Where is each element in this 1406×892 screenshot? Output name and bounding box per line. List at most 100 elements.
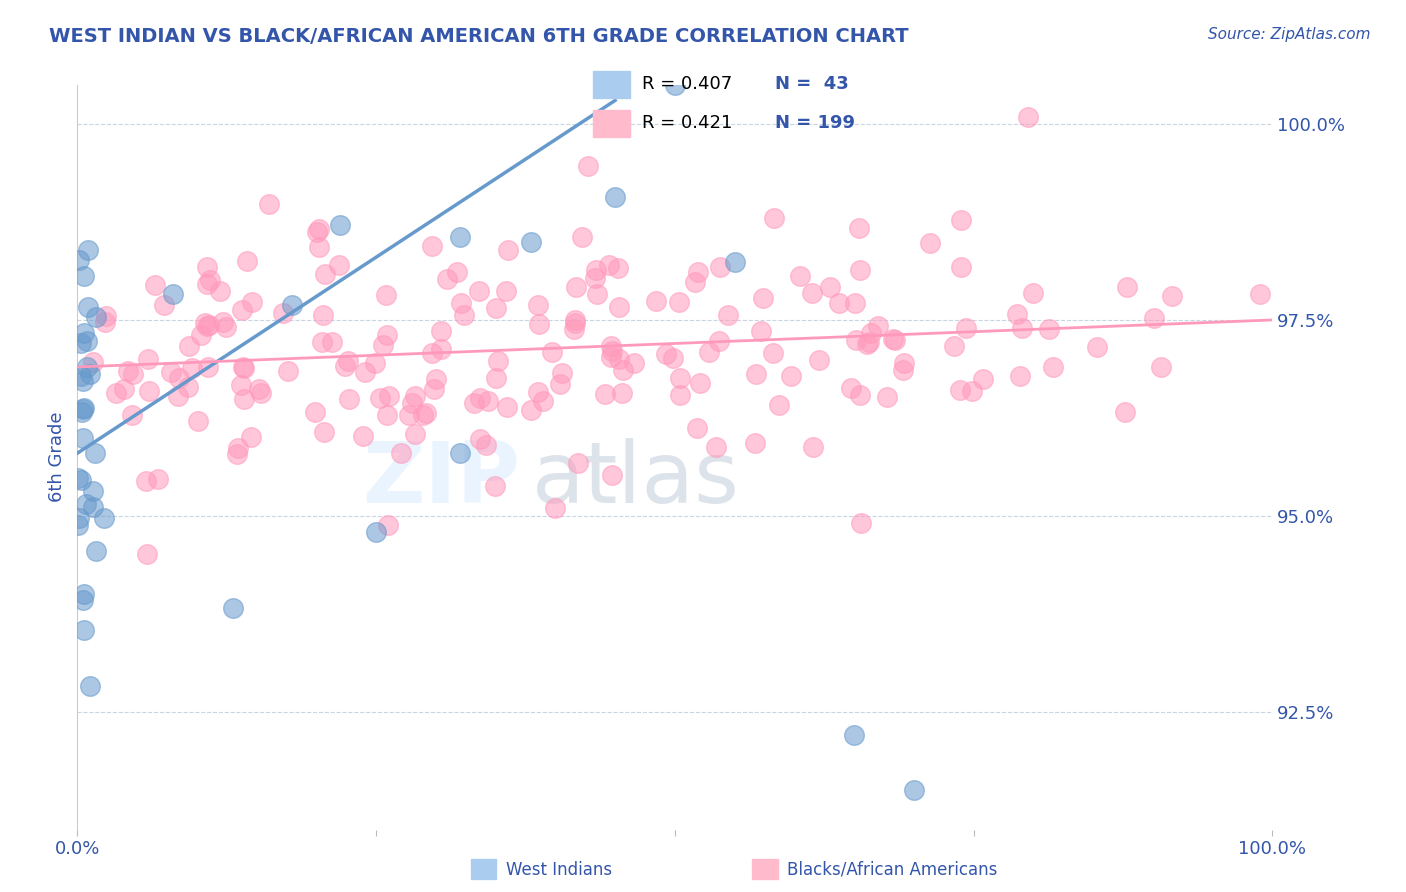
Text: ZIP: ZIP (361, 438, 520, 521)
Point (374, 288, 396, 302)
Point (169, 371, 191, 385)
Text: N = 199: N = 199 (775, 114, 855, 132)
Point (333, 359, 356, 374)
Point (72, 593, 94, 607)
Point (84, 544, 107, 558)
Point (226, 441, 249, 455)
Point (281, 298, 304, 312)
Point (195, 260, 218, 275)
Bar (593, 71, 630, 98)
Point (231, 378, 253, 392)
Text: Source: ZipAtlas.com: Source: ZipAtlas.com (1208, 27, 1371, 42)
Point (526, 298, 548, 312)
Point (683, 275, 706, 289)
Point (463, 396, 485, 410)
Point (67, 511, 90, 525)
Point (352, 429, 374, 443)
Point (449, 230, 471, 244)
Point (1150, 360, 1173, 375)
Point (93, 315, 115, 329)
Point (79, 367, 101, 381)
Point (669, 387, 692, 401)
Point (72, 401, 94, 415)
Point (893, 356, 915, 370)
Point (187, 414, 209, 428)
Point (72, 432, 94, 446)
Point (468, 284, 491, 298)
Point (180, 361, 202, 376)
Text: WEST INDIAN VS BLACK/AFRICAN AMERICAN 6TH GRADE CORRELATION CHART: WEST INDIAN VS BLACK/AFRICAN AMERICAN 6T… (49, 27, 908, 45)
Point (495, 284, 517, 298)
Point (470, 432, 492, 446)
Point (807, 352, 830, 367)
Point (858, 334, 880, 349)
Point (215, 319, 238, 334)
Point (709, 260, 731, 274)
Point (77, 300, 100, 314)
Point (82, 355, 104, 369)
Point (876, 390, 898, 404)
Point (605, 190, 627, 204)
Point (121, 409, 143, 423)
Point (398, 409, 420, 423)
Point (1249, 287, 1271, 301)
Point (849, 516, 872, 530)
Point (198, 272, 221, 286)
Point (70, 405, 93, 419)
Point (146, 472, 169, 486)
Point (190, 327, 212, 342)
Point (609, 351, 631, 366)
Point (844, 296, 866, 310)
Point (312, 308, 335, 322)
Point (717, 308, 740, 322)
Point (744, 436, 766, 450)
Point (564, 313, 586, 327)
Point (377, 518, 399, 533)
Point (576, 159, 599, 173)
Point (422, 238, 444, 252)
Point (780, 369, 803, 384)
Point (704, 440, 727, 454)
Point (1085, 340, 1108, 354)
Point (337, 392, 360, 407)
Point (486, 353, 509, 368)
Text: R = 0.421: R = 0.421 (643, 114, 733, 132)
Point (686, 265, 709, 279)
Point (93, 511, 115, 525)
Point (1116, 280, 1139, 294)
Point (768, 398, 790, 412)
Point (564, 317, 586, 331)
Point (668, 294, 690, 309)
Point (664, 78, 686, 92)
Point (371, 338, 394, 352)
Point (66, 471, 89, 485)
Point (818, 279, 841, 293)
Point (405, 426, 427, 441)
Point (112, 382, 135, 396)
Point (485, 370, 508, 384)
Point (233, 360, 256, 375)
Point (669, 371, 692, 385)
Point (1022, 285, 1045, 300)
Point (240, 430, 263, 444)
Text: atlas: atlas (531, 438, 740, 521)
Point (226, 447, 249, 461)
Point (689, 376, 711, 391)
Point (920, 236, 942, 251)
Point (955, 320, 977, 334)
Point (308, 222, 330, 236)
Point (789, 268, 811, 283)
Point (412, 409, 434, 423)
Point (86, 310, 108, 325)
Point (364, 356, 387, 370)
Point (623, 355, 645, 369)
Point (67, 252, 90, 267)
Point (305, 225, 328, 239)
Point (401, 396, 423, 410)
Point (159, 365, 181, 379)
Point (548, 377, 571, 392)
Point (250, 386, 273, 401)
Point (73, 268, 96, 283)
Point (531, 393, 554, 408)
Point (699, 344, 721, 359)
